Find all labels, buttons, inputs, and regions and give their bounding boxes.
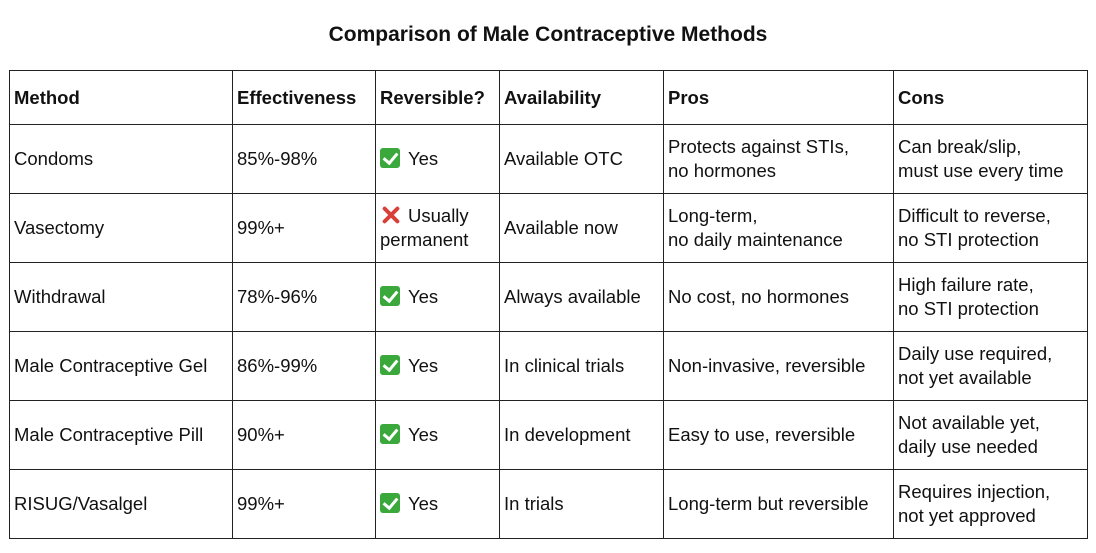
cons-cell-line: must use every time <box>898 160 1064 181</box>
reversible-text: Usually <box>408 205 469 226</box>
reversible-text: Yes <box>408 286 439 307</box>
header-reversible: Reversible? <box>375 70 500 125</box>
check-icon <box>380 148 400 168</box>
header-row: Method Effectiveness Reversible? Availab… <box>9 70 1088 125</box>
effectiveness-cell: 78%-96% <box>232 262 376 332</box>
cons-cell-line: Can break/slip, <box>898 136 1022 157</box>
header-availability: Availability <box>499 70 664 125</box>
effectiveness-cell: 99%+ <box>232 193 376 263</box>
reversible-line: Yes <box>380 354 495 378</box>
effectiveness-cell: 99%+ <box>232 469 376 539</box>
pros-cell: Easy to use, reversible <box>663 400 894 470</box>
effectiveness-cell: 85%-98% <box>232 124 376 194</box>
availability-cell: Available OTC <box>499 124 664 194</box>
cons-cell-line: Requires injection, <box>898 481 1051 502</box>
reversible-line: Yes <box>380 492 495 516</box>
reversible-cell: Yes <box>375 331 500 401</box>
cons-cell: Not available yet, daily use needed <box>893 400 1088 470</box>
reversible-cell: Yes <box>375 400 500 470</box>
method-cell: RISUG/Vasalgel <box>9 469 233 539</box>
pros-cell-line: no daily maintenance <box>668 229 843 250</box>
table-row: RISUG/Vasalgel 99%+ Yes In trials Long-term … <box>9 469 1088 539</box>
reversible-line: permanent <box>380 228 495 252</box>
availability-cell: In development <box>499 400 664 470</box>
cons-cell: Can break/slip, must use every time <box>893 124 1088 194</box>
table-row: Withdrawal 78%-96% Yes Always available No c… <box>9 262 1088 332</box>
cons-cell: Requires injection, not yet approved <box>893 469 1088 539</box>
page-title: Comparison of Male Contraceptive Methods <box>328 23 768 46</box>
table-row: Male Contraceptive Pill 90%+ Yes In develop… <box>9 400 1088 470</box>
reversible-line: Yes <box>380 423 495 447</box>
check-icon <box>380 424 400 444</box>
reversible-line: Usually <box>380 204 495 228</box>
reversible-line: Yes <box>380 285 495 309</box>
cross-icon <box>380 204 402 226</box>
cons-cell-line: Daily use required, <box>898 343 1053 364</box>
reversible-text: Yes <box>408 424 439 445</box>
reversible-line: Yes <box>380 147 495 171</box>
availability-cell: Always available <box>499 262 664 332</box>
check-icon <box>380 355 400 375</box>
header-pros: Pros <box>663 70 894 125</box>
reversible-cell: Yes <box>375 262 500 332</box>
check-icon <box>380 493 400 513</box>
availability-cell: In trials <box>499 469 664 539</box>
cons-cell-line: daily use needed <box>898 436 1038 457</box>
pros-cell-line: no hormones <box>668 160 776 181</box>
cons-cell-line: not yet available <box>898 367 1032 388</box>
method-cell: Withdrawal <box>9 262 233 332</box>
reversible-text: Yes <box>408 493 439 514</box>
check-icon <box>380 286 400 306</box>
cons-cell-line: no STI protection <box>898 229 1039 250</box>
cons-cell-line: not yet approved <box>898 505 1036 526</box>
pros-cell-line: Long-term, <box>668 205 758 226</box>
pros-cell-line: No cost, no hormones <box>668 286 849 307</box>
pros-cell: No cost, no hormones <box>663 262 894 332</box>
pros-cell: Protects against STIs, no hormones <box>663 124 894 194</box>
cons-cell-line: High failure rate, <box>898 274 1034 295</box>
header-cons: Cons <box>893 70 1088 125</box>
pros-cell: Non-invasive, reversible <box>663 331 894 401</box>
pros-cell: Long-term, no daily maintenance <box>663 193 894 263</box>
table-row: Male Contraceptive Gel 86%-99% Yes In clini… <box>9 331 1088 401</box>
table-row: Condoms 85%-98% Yes Available OTC Protects a… <box>9 124 1088 194</box>
method-cell: Condoms <box>9 124 233 194</box>
header-effectiveness: Effectiveness <box>232 70 376 125</box>
pros-cell-line: Protects against STIs, <box>668 136 849 157</box>
method-cell: Vasectomy <box>9 193 233 263</box>
effectiveness-cell: 86%-99% <box>232 331 376 401</box>
pros-cell-line: Long-term but reversible <box>668 493 869 514</box>
method-cell: Male Contraceptive Gel <box>9 331 233 401</box>
reversible-cell: Yes <box>375 469 500 539</box>
reversible-text: permanent <box>380 229 469 250</box>
effectiveness-cell: 90%+ <box>232 400 376 470</box>
pros-cell-line: Easy to use, reversible <box>668 424 856 445</box>
cons-cell: High failure rate, no STI protection <box>893 262 1088 332</box>
pros-cell: Long-term but reversible <box>663 469 894 539</box>
reversible-cell: Usually permanent <box>375 193 500 263</box>
availability-cell: In clinical trials <box>499 331 664 401</box>
cons-cell: Daily use required, not yet available <box>893 331 1088 401</box>
cons-cell-line: Difficult to reverse, <box>898 205 1051 226</box>
method-cell: Male Contraceptive Pill <box>9 400 233 470</box>
table-body: Condoms 85%-98% Yes Available OTC Protects a… <box>9 124 1088 539</box>
comparison-table: Method Effectiveness Reversible? Availab… <box>9 70 1088 539</box>
header-method: Method <box>9 70 233 125</box>
cons-cell-line: Not available yet, <box>898 412 1040 433</box>
reversible-text: Yes <box>408 355 439 376</box>
table-row: Vasectomy 99%+ Usually permanent Available n… <box>9 193 1088 263</box>
reversible-cell: Yes <box>375 124 500 194</box>
cons-cell-line: no STI protection <box>898 298 1039 319</box>
cons-cell: Difficult to reverse, no STI protection <box>893 193 1088 263</box>
pros-cell-line: Non-invasive, reversible <box>668 355 866 376</box>
availability-cell: Available now <box>499 193 664 263</box>
reversible-text: Yes <box>408 148 439 169</box>
